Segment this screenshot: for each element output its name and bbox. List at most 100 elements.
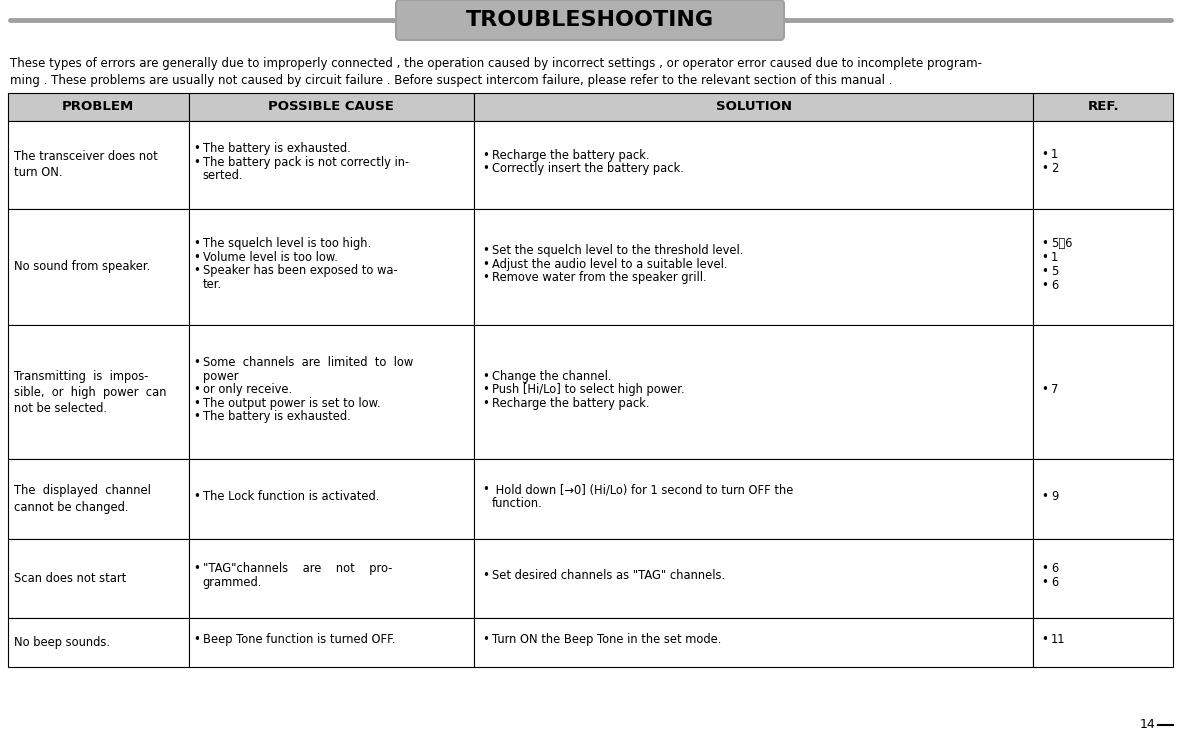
Text: ter.: ter. [203, 278, 222, 291]
Text: 6: 6 [1051, 576, 1058, 589]
Bar [8, 121, 189, 209]
Text: •: • [194, 142, 201, 155]
Text: 1: 1 [1051, 148, 1058, 162]
Bar [8, 209, 189, 325]
Text: •: • [194, 251, 201, 264]
Bar [474, 93, 1033, 121]
Text: power: power [203, 370, 239, 382]
Text: •: • [482, 370, 489, 382]
Text: •: • [1042, 162, 1048, 176]
Bar [474, 121, 1033, 209]
Text: Remove water from the speaker grill.: Remove water from the speaker grill. [492, 271, 706, 284]
Text: Correctly insert the battery pack.: Correctly insert the battery pack. [492, 162, 684, 175]
Text: Set desired channels as "TAG" channels.: Set desired channels as "TAG" channels. [492, 569, 725, 582]
Text: The Lock function is activated.: The Lock function is activated. [203, 489, 379, 503]
Text: •: • [194, 356, 201, 369]
Text: Change the channel.: Change the channel. [492, 370, 612, 382]
Text: Volume level is too low.: Volume level is too low. [203, 251, 338, 264]
Text: 11: 11 [1051, 633, 1065, 646]
Text: Transmitting  is  impos-
sible,  or  high  power  can
not be selected.: Transmitting is impos- sible, or high po… [14, 370, 167, 415]
Text: Recharge the battery pack.: Recharge the battery pack. [492, 149, 650, 162]
Text: function.: function. [492, 497, 543, 510]
Text: •: • [1042, 148, 1048, 162]
Bar [8, 618, 189, 667]
Text: •: • [1042, 383, 1048, 396]
Bar [8, 93, 189, 121]
Text: •: • [1042, 250, 1048, 264]
Text: •: • [194, 410, 201, 423]
Text: REF.: REF. [1088, 101, 1118, 113]
Text: The battery is exhausted.: The battery is exhausted. [203, 410, 351, 423]
Text: •: • [194, 264, 201, 277]
Text: 1: 1 [1051, 250, 1058, 264]
Bar [474, 539, 1033, 618]
Text: TROUBLESHOOTING: TROUBLESHOOTING [466, 10, 715, 30]
Text: •: • [482, 271, 489, 284]
Text: 5: 5 [1051, 264, 1058, 278]
Text: SOLUTION: SOLUTION [716, 101, 791, 113]
Text: •: • [1042, 562, 1048, 575]
Text: The battery is exhausted.: The battery is exhausted. [203, 142, 351, 155]
Text: Push [Hi/Lo] to select high power.: Push [Hi/Lo] to select high power. [492, 383, 685, 396]
Text: Set the squelch level to the threshold level.: Set the squelch level to the threshold l… [492, 244, 743, 257]
Text: The battery pack is not correctly in-: The battery pack is not correctly in- [203, 156, 409, 168]
Text: •: • [1042, 576, 1048, 589]
Text: •: • [194, 633, 201, 647]
Text: The  displayed  channel
cannot be changed.: The displayed channel cannot be changed. [14, 484, 151, 513]
Text: •: • [482, 396, 489, 410]
Text: These types of errors are generally due to improperly connected , the operation : These types of errors are generally due … [9, 57, 981, 87]
Text: Scan does not start: Scan does not start [14, 572, 126, 585]
Bar [1033, 460, 1173, 539]
Bar [474, 460, 1033, 539]
Text: The output power is set to low.: The output power is set to low. [203, 396, 380, 410]
Bar [189, 539, 474, 618]
Text: serted.: serted. [203, 169, 243, 182]
Text: •: • [482, 244, 489, 257]
Bar [1033, 618, 1173, 667]
Text: 9: 9 [1051, 489, 1058, 503]
Text: Speaker has been exposed to wa-: Speaker has been exposed to wa- [203, 264, 397, 277]
Bar [189, 618, 474, 667]
Text: The squelch level is too high.: The squelch level is too high. [203, 238, 371, 250]
Text: "TAG"channels    are    not    pro-: "TAG"channels are not pro- [203, 562, 392, 575]
Text: •: • [194, 562, 201, 575]
Text: •: • [1042, 264, 1048, 278]
Text: •: • [194, 396, 201, 410]
Text: •: • [482, 149, 489, 162]
Text: Beep Tone function is turned OFF.: Beep Tone function is turned OFF. [203, 633, 396, 647]
Text: 6: 6 [1051, 279, 1058, 291]
Text: 5、6: 5、6 [1051, 236, 1072, 250]
Bar [1033, 325, 1173, 460]
Bar [1033, 539, 1173, 618]
Text: The transceiver does not
turn ON.: The transceiver does not turn ON. [14, 150, 158, 180]
Bar [8, 460, 189, 539]
Bar [1033, 93, 1173, 121]
Text: Hold down [→0] (Hi/Lo) for 1 second to turn OFF the: Hold down [→0] (Hi/Lo) for 1 second to t… [492, 483, 794, 496]
Bar [189, 460, 474, 539]
Bar [189, 121, 474, 209]
Bar [8, 539, 189, 618]
Text: •: • [194, 238, 201, 250]
Bar [1033, 209, 1173, 325]
Text: •: • [1042, 489, 1048, 503]
Bar [1033, 121, 1173, 209]
Bar [474, 325, 1033, 460]
Text: Recharge the battery pack.: Recharge the battery pack. [492, 396, 650, 410]
Bar [474, 618, 1033, 667]
Text: •: • [482, 483, 489, 496]
Text: 7: 7 [1051, 383, 1058, 396]
Text: •: • [1042, 279, 1048, 291]
Text: 6: 6 [1051, 562, 1058, 575]
Text: •: • [194, 156, 201, 168]
Text: Some  channels  are  limited  to  low: Some channels are limited to low [203, 356, 413, 369]
Text: •: • [482, 258, 489, 270]
Text: or only receive.: or only receive. [203, 383, 292, 396]
Bar [474, 209, 1033, 325]
Text: •: • [1042, 236, 1048, 250]
Text: 14: 14 [1140, 718, 1155, 732]
Text: •: • [482, 162, 489, 175]
Text: •: • [482, 383, 489, 396]
Text: Adjust the audio level to a suitable level.: Adjust the audio level to a suitable lev… [492, 258, 727, 270]
Text: •: • [482, 569, 489, 582]
Bar [189, 325, 474, 460]
